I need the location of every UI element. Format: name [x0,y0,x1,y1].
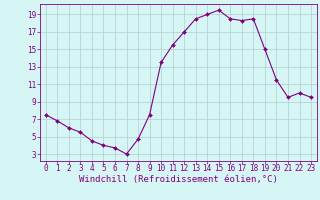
X-axis label: Windchill (Refroidissement éolien,°C): Windchill (Refroidissement éolien,°C) [79,175,278,184]
